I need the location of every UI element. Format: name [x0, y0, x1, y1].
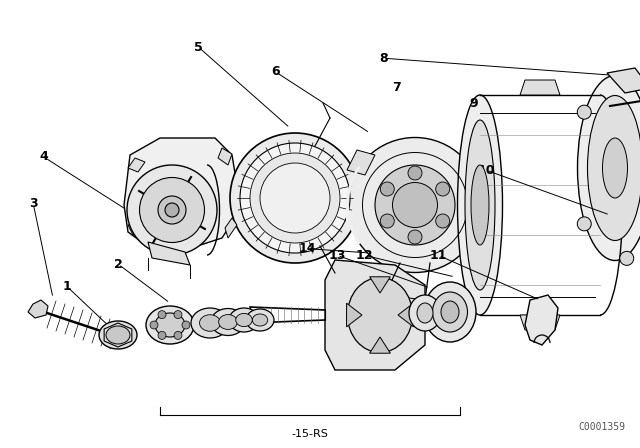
- Polygon shape: [370, 277, 390, 293]
- Text: 11: 11: [429, 249, 447, 262]
- Ellipse shape: [392, 182, 438, 228]
- Text: 3: 3: [29, 197, 38, 211]
- Ellipse shape: [348, 138, 483, 272]
- Ellipse shape: [200, 315, 220, 331]
- Text: 13: 13: [328, 249, 346, 262]
- Ellipse shape: [146, 306, 194, 344]
- Text: 14: 14: [298, 242, 316, 255]
- Text: 9: 9: [469, 96, 478, 110]
- Polygon shape: [128, 222, 145, 235]
- Text: 4: 4: [39, 150, 48, 164]
- Ellipse shape: [471, 165, 489, 245]
- Ellipse shape: [252, 314, 268, 326]
- Ellipse shape: [229, 308, 259, 332]
- Circle shape: [182, 321, 190, 329]
- Circle shape: [174, 332, 182, 340]
- Ellipse shape: [375, 165, 455, 245]
- Ellipse shape: [246, 309, 274, 331]
- Circle shape: [158, 310, 166, 319]
- Text: 1: 1: [63, 280, 72, 293]
- Ellipse shape: [155, 313, 185, 337]
- Ellipse shape: [165, 203, 179, 217]
- Ellipse shape: [348, 277, 413, 353]
- Polygon shape: [347, 150, 375, 175]
- Ellipse shape: [127, 165, 217, 255]
- Ellipse shape: [465, 120, 495, 290]
- Ellipse shape: [191, 308, 229, 338]
- Text: -15-RS: -15-RS: [292, 429, 328, 439]
- Circle shape: [380, 182, 394, 196]
- Ellipse shape: [236, 314, 252, 327]
- Text: 12: 12: [356, 249, 374, 262]
- Ellipse shape: [230, 133, 360, 263]
- Circle shape: [577, 105, 591, 119]
- Circle shape: [436, 214, 450, 228]
- Polygon shape: [607, 68, 640, 93]
- Ellipse shape: [240, 143, 350, 253]
- Circle shape: [380, 214, 394, 228]
- Ellipse shape: [260, 163, 330, 233]
- Ellipse shape: [424, 282, 476, 342]
- Polygon shape: [148, 242, 190, 265]
- Ellipse shape: [106, 326, 130, 344]
- Circle shape: [620, 251, 634, 265]
- Ellipse shape: [140, 177, 205, 242]
- Ellipse shape: [219, 314, 237, 329]
- Polygon shape: [398, 303, 413, 327]
- Circle shape: [577, 217, 591, 231]
- Polygon shape: [347, 303, 362, 327]
- Ellipse shape: [158, 196, 186, 224]
- Ellipse shape: [602, 138, 627, 198]
- Circle shape: [158, 332, 166, 340]
- Ellipse shape: [588, 95, 640, 241]
- Polygon shape: [28, 300, 48, 318]
- Circle shape: [620, 71, 634, 85]
- Text: 8: 8: [380, 52, 388, 65]
- Polygon shape: [124, 138, 237, 250]
- Polygon shape: [128, 158, 145, 172]
- Text: C0001359: C0001359: [578, 422, 625, 432]
- Ellipse shape: [250, 153, 340, 243]
- Text: 2: 2: [114, 258, 123, 271]
- Ellipse shape: [441, 301, 459, 323]
- Circle shape: [150, 321, 158, 329]
- Circle shape: [174, 310, 182, 319]
- Text: 6: 6: [271, 65, 280, 78]
- Polygon shape: [520, 80, 560, 95]
- Ellipse shape: [211, 309, 245, 336]
- Circle shape: [408, 230, 422, 244]
- Circle shape: [436, 182, 450, 196]
- Ellipse shape: [577, 76, 640, 260]
- Polygon shape: [225, 218, 237, 238]
- Polygon shape: [325, 260, 425, 370]
- Ellipse shape: [99, 321, 137, 349]
- Text: 5: 5: [194, 40, 203, 54]
- Text: 7: 7: [392, 81, 401, 94]
- Ellipse shape: [458, 95, 502, 315]
- Polygon shape: [370, 337, 390, 353]
- Polygon shape: [525, 295, 558, 345]
- Circle shape: [408, 166, 422, 180]
- Ellipse shape: [409, 295, 441, 331]
- Ellipse shape: [433, 292, 467, 332]
- Polygon shape: [520, 315, 560, 330]
- Ellipse shape: [417, 303, 433, 323]
- Polygon shape: [218, 148, 232, 165]
- Text: 10: 10: [477, 164, 495, 177]
